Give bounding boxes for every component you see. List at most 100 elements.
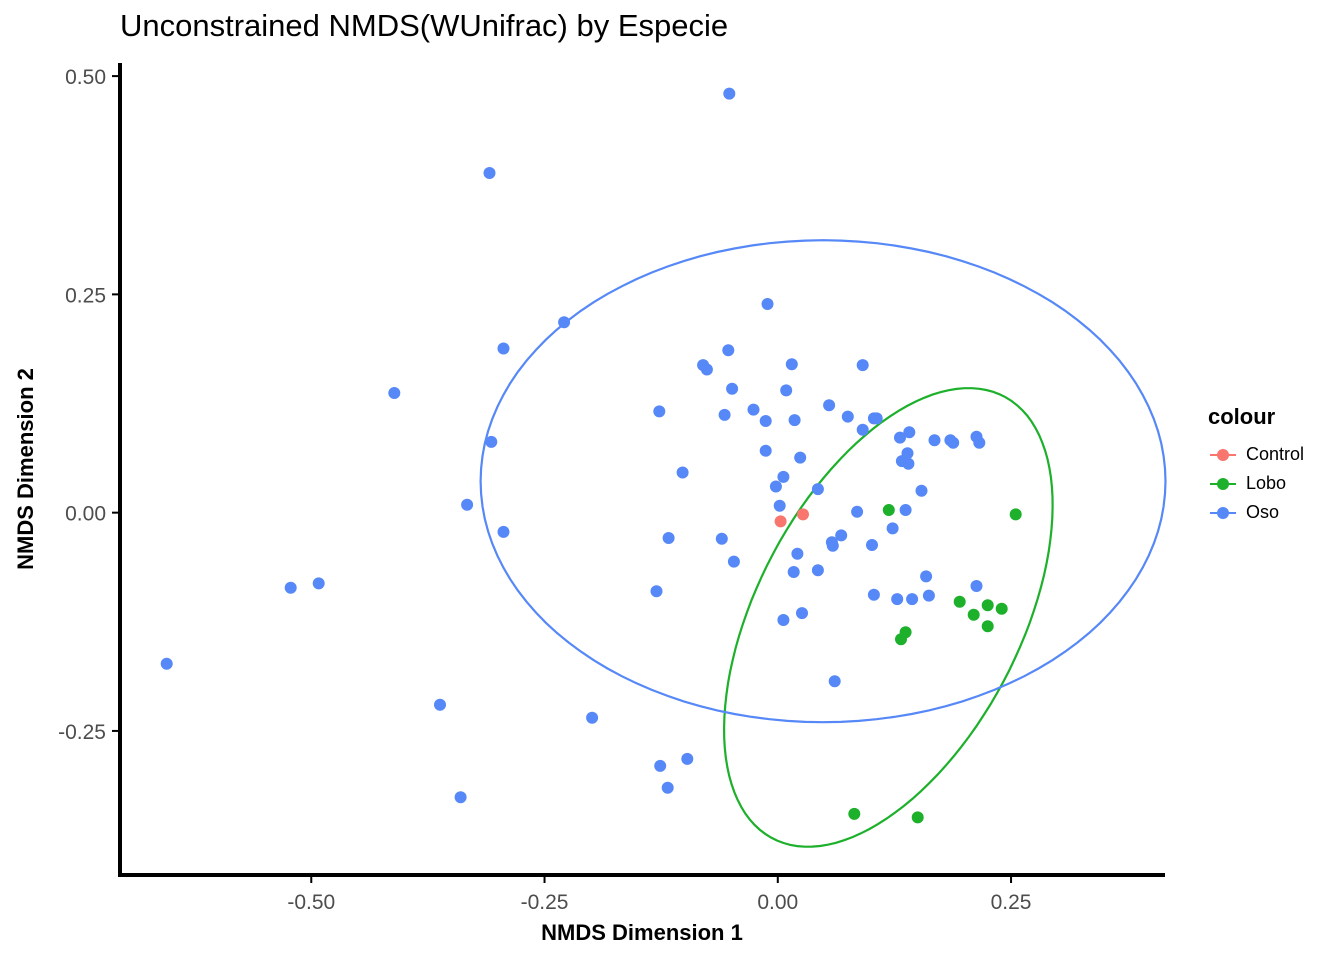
x-tick-label: 0.00	[757, 891, 798, 914]
oso-point	[312, 577, 325, 590]
lobo-point	[995, 602, 1008, 615]
oso-point	[747, 403, 760, 416]
oso-point	[906, 593, 919, 606]
x-axis-ticks: -0.50 -0.25 0.00 0.25	[287, 875, 1031, 914]
oso-point	[759, 444, 772, 457]
oso-point	[841, 410, 854, 423]
oso-point	[761, 298, 774, 310]
data-points	[160, 87, 1022, 824]
y-axis-title: NMDS Dimension 2	[13, 368, 38, 570]
oso-point	[903, 426, 916, 439]
oso-point	[284, 581, 297, 594]
oso-ellipse	[479, 239, 1167, 724]
control-point	[797, 508, 809, 521]
oso-point	[586, 711, 599, 724]
legend-key-icon	[1208, 503, 1238, 523]
oso-point	[662, 532, 675, 544]
oso-point	[777, 470, 790, 483]
legend-item-lobo: Lobo	[1208, 469, 1304, 498]
legend-item-control: Control	[1208, 440, 1304, 469]
oso-point	[796, 607, 808, 620]
oso-point	[485, 435, 498, 448]
oso-point	[788, 414, 801, 427]
x-tick-label: -0.25	[521, 891, 569, 914]
oso-point	[434, 698, 446, 711]
oso-point	[825, 536, 838, 549]
oso-point	[866, 539, 878, 551]
oso-point	[773, 499, 786, 512]
oso-point	[891, 593, 904, 606]
oso-point	[388, 387, 401, 399]
oso-point	[794, 451, 807, 464]
oso-point	[726, 382, 739, 395]
legend-label: Lobo	[1246, 473, 1287, 493]
lobo-point	[911, 811, 924, 824]
oso-point	[886, 522, 899, 535]
oso-point	[791, 547, 804, 560]
oso-point	[922, 589, 935, 602]
legend: colour Control Lobo Oso	[1208, 404, 1304, 527]
oso-point	[970, 580, 983, 592]
oso-point	[785, 358, 798, 371]
chart-title: Unconstrained NMDS(WUnifrac) by Especie	[120, 8, 729, 43]
oso-point	[856, 423, 869, 436]
oso-point	[787, 566, 800, 578]
oso-point	[899, 504, 912, 516]
oso-point	[828, 675, 841, 688]
oso-point	[654, 759, 667, 772]
oso-point	[700, 363, 713, 376]
lobo-point	[848, 807, 861, 820]
oso-point	[727, 555, 740, 568]
y-tick-label: 0.25	[65, 284, 106, 307]
oso-point	[497, 525, 510, 538]
oso-point	[497, 342, 510, 355]
oso-point	[928, 434, 941, 447]
oso-point	[723, 87, 736, 100]
oso-point	[811, 564, 824, 577]
lobo-ellipse	[722, 387, 1054, 848]
control-point	[774, 515, 787, 528]
oso-point	[676, 466, 689, 479]
oso-point	[973, 436, 986, 449]
oso-point	[160, 657, 173, 670]
oso-point	[715, 532, 728, 545]
oso-point	[558, 316, 571, 329]
confidence-ellipses	[479, 239, 1167, 848]
oso-point	[483, 167, 496, 179]
oso-point	[947, 436, 960, 449]
oso-point	[835, 529, 848, 542]
y-tick-label: 0.00	[65, 503, 106, 526]
oso-point	[661, 781, 674, 794]
oso-point	[769, 480, 782, 493]
oso-point	[901, 447, 914, 460]
legend-label: Control	[1246, 444, 1305, 464]
oso-point	[461, 498, 474, 511]
oso-point	[653, 405, 666, 418]
lobo-point	[895, 633, 907, 646]
lobo-point	[981, 620, 994, 633]
oso-point	[811, 483, 824, 496]
y-axis-ticks: -0.25 0.00 0.25 0.50	[58, 66, 120, 744]
oso-point	[780, 384, 793, 397]
y-tick-label: 0.50	[65, 66, 106, 89]
legend-label: Oso	[1246, 502, 1280, 522]
oso-point	[870, 412, 883, 425]
oso-point	[454, 791, 467, 804]
x-tick-label: -0.50	[287, 891, 335, 914]
y-tick-label: -0.25	[58, 721, 106, 744]
lobo-point	[1009, 508, 1022, 521]
legend-item-oso: Oso	[1208, 498, 1304, 527]
oso-point	[856, 359, 869, 372]
oso-point	[915, 484, 928, 497]
x-axis-title: NMDS Dimension 1	[541, 920, 743, 945]
oso-point	[823, 399, 836, 412]
oso-point	[650, 585, 663, 598]
oso-point	[722, 344, 735, 357]
oso-point	[894, 431, 906, 444]
lobo-point	[953, 595, 966, 608]
legend-items: Control Lobo Oso	[1208, 440, 1304, 527]
oso-point	[867, 588, 880, 601]
oso-point	[902, 457, 915, 470]
oso-point	[777, 614, 790, 626]
